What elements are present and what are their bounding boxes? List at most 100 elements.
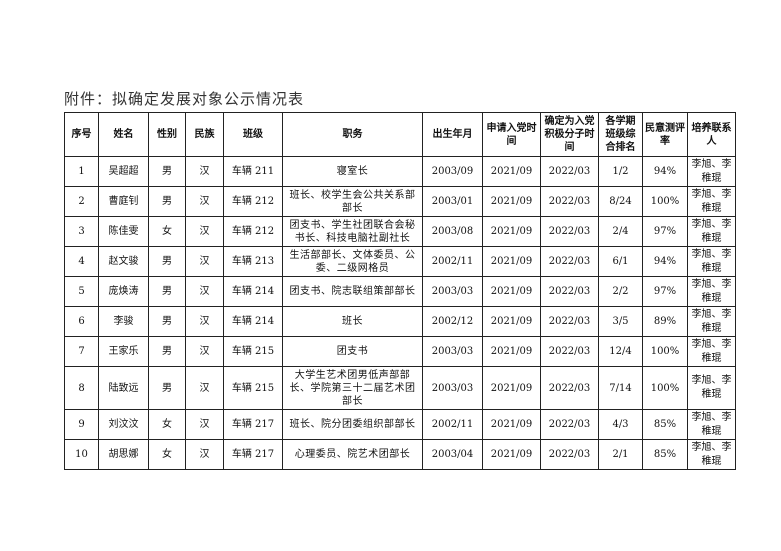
header-col-ethnicity: 民族: [185, 112, 224, 157]
cell-duty: 团支书: [282, 336, 423, 367]
cell-duty: 寝室长: [282, 156, 423, 187]
cell-birth: 2003/03: [422, 366, 483, 410]
header-row: 序号 姓名 性别 民族 班级 职务 出生年月 申请入党时间 确定为入党积极分子时间 各学期班级综合…: [64, 112, 736, 157]
cell-gender: 男: [148, 186, 186, 217]
header-col-duty: 职务: [282, 112, 423, 157]
cell-index: 10: [64, 439, 99, 470]
header-col-index: 序号: [64, 112, 99, 157]
cell-class: 车辆 214: [223, 276, 283, 307]
cell-birth: 2002/11: [422, 409, 483, 440]
cell-name: 曹庭钊: [98, 186, 149, 217]
cell-gender: 男: [148, 156, 186, 187]
cell-apply-date: 2021/09: [482, 216, 541, 247]
cell-class: 车辆 215: [223, 366, 283, 410]
cell-apply-date: 2021/09: [482, 156, 541, 187]
cell-ethnicity: 汉: [185, 276, 224, 307]
cell-rank: 12/4: [598, 336, 643, 367]
cell-contact: 李旭、李稚琨: [687, 439, 736, 470]
cell-index: 2: [64, 186, 99, 217]
cell-class: 车辆 211: [223, 156, 283, 187]
cell-poll-rate: 94%: [642, 156, 688, 187]
candidates-table: 序号 姓名 性别 民族 班级 职务 出生年月 申请入党时间 确定为入党积极分子时间 各学期班级综合…: [64, 112, 736, 470]
table-row: 4 赵文骏男汉车辆 213 生活部部长、文体委员、公委、二级网格员 2002/11 20…: [64, 246, 736, 277]
cell-activist-date: 2022/03: [540, 216, 599, 247]
cell-ethnicity: 汉: [185, 439, 224, 470]
cell-duty: 心理委员、院艺术团部长: [282, 439, 423, 470]
cell-name: 胡思娜: [98, 439, 149, 470]
header-col-birth: 出生年月: [422, 112, 483, 157]
cell-name: 王家乐: [98, 336, 149, 367]
cell-apply-date: 2021/09: [482, 186, 541, 217]
cell-apply-date: 2021/09: [482, 409, 541, 440]
cell-activist-date: 2022/03: [540, 156, 599, 187]
cell-index: 6: [64, 306, 99, 337]
cell-birth: 2003/03: [422, 336, 483, 367]
table-row: 5 庞焕涛男汉车辆 214 团支书、院志联组策部部长 2003/03 2021/09 20…: [64, 276, 736, 307]
cell-contact: 李旭、李稚琨: [687, 276, 736, 307]
cell-class: 车辆 214: [223, 306, 283, 337]
cell-class: 车辆 212: [223, 216, 283, 247]
cell-contact: 李旭、李稚琨: [687, 216, 736, 247]
cell-gender: 女: [148, 409, 186, 440]
cell-contact: 李旭、李稚琨: [687, 409, 736, 440]
cell-poll-rate: 89%: [642, 306, 688, 337]
cell-birth: 2002/11: [422, 246, 483, 277]
cell-index: 1: [64, 156, 99, 187]
cell-index: 5: [64, 276, 99, 307]
cell-rank: 6/1: [598, 246, 643, 277]
cell-gender: 男: [148, 276, 186, 307]
cell-name: 吴超超: [98, 156, 149, 187]
cell-index: 8: [64, 366, 99, 410]
cell-activist-date: 2022/03: [540, 439, 599, 470]
cell-contact: 李旭、李稚琨: [687, 156, 736, 187]
cell-apply-date: 2021/09: [482, 246, 541, 277]
header-col-class: 班级: [223, 112, 283, 157]
cell-contact: 李旭、李稚琨: [687, 336, 736, 367]
cell-rank: 4/3: [598, 409, 643, 440]
cell-contact: 李旭、李稚琨: [687, 306, 736, 337]
cell-duty: 班长、院分团委组织部部长: [282, 409, 423, 440]
cell-contact: 李旭、李稚琨: [687, 246, 736, 277]
cell-rank: 2/4: [598, 216, 643, 247]
cell-class: 车辆 217: [223, 439, 283, 470]
cell-duty: 大学生艺术团男低声部部长、学院第三十二届艺术团部长: [282, 366, 423, 410]
cell-activist-date: 2022/03: [540, 409, 599, 440]
cell-birth: 2003/01: [422, 186, 483, 217]
cell-name: 庞焕涛: [98, 276, 149, 307]
table-row: 3 陈佳雯女汉车辆 212 团支书、学生社团联合会秘书长、科技电脑社副社长 2003/…: [64, 216, 736, 247]
table-row: 8 陆致远男汉车辆 215 大学生艺术团男低声部部长、学院第三十二届艺术团部长 200…: [64, 366, 736, 410]
cell-poll-rate: 97%: [642, 276, 688, 307]
cell-activist-date: 2022/03: [540, 306, 599, 337]
cell-class: 车辆 213: [223, 246, 283, 277]
cell-birth: 2003/08: [422, 216, 483, 247]
header-col-name: 姓名: [98, 112, 149, 157]
cell-poll-rate: 85%: [642, 439, 688, 470]
cell-birth: 2002/12: [422, 306, 483, 337]
cell-poll-rate: 97%: [642, 216, 688, 247]
table-row: 2 曹庭钊男汉车辆 212 班长、校学生会公共关系部部长 2003/01 2021/09…: [64, 186, 736, 217]
cell-ethnicity: 汉: [185, 216, 224, 247]
cell-apply-date: 2021/09: [482, 336, 541, 367]
cell-index: 9: [64, 409, 99, 440]
table-row: 1 吴超超男汉车辆 211 寝室长 2003/09 2021/09 2022/03 1/2 9…: [64, 156, 736, 187]
cell-activist-date: 2022/03: [540, 246, 599, 277]
cell-name: 陈佳雯: [98, 216, 149, 247]
cell-class: 车辆 215: [223, 336, 283, 367]
cell-gender: 男: [148, 246, 186, 277]
cell-poll-rate: 100%: [642, 336, 688, 367]
table-row: 6 李骏男汉车辆 214 班长 2002/12 2021/09 2022/03 3/5 89%…: [64, 306, 736, 337]
cell-rank: 1/2: [598, 156, 643, 187]
table-row: 10 胡思娜女汉车辆 217 心理委员、院艺术团部长 2003/04 2021/09 20…: [64, 439, 736, 470]
cell-apply-date: 2021/09: [482, 276, 541, 307]
cell-poll-rate: 94%: [642, 246, 688, 277]
cell-activist-date: 2022/03: [540, 336, 599, 367]
table-row: 9 刘汶汶女汉车辆 217 班长、院分团委组织部部长 2002/11 2021/09 20…: [64, 409, 736, 440]
cell-contact: 李旭、李稚琨: [687, 186, 736, 217]
cell-name: 陆致远: [98, 366, 149, 410]
cell-gender: 女: [148, 216, 186, 247]
cell-apply-date: 2021/09: [482, 439, 541, 470]
cell-birth: 2003/09: [422, 156, 483, 187]
cell-index: 3: [64, 216, 99, 247]
cell-rank: 2/2: [598, 276, 643, 307]
